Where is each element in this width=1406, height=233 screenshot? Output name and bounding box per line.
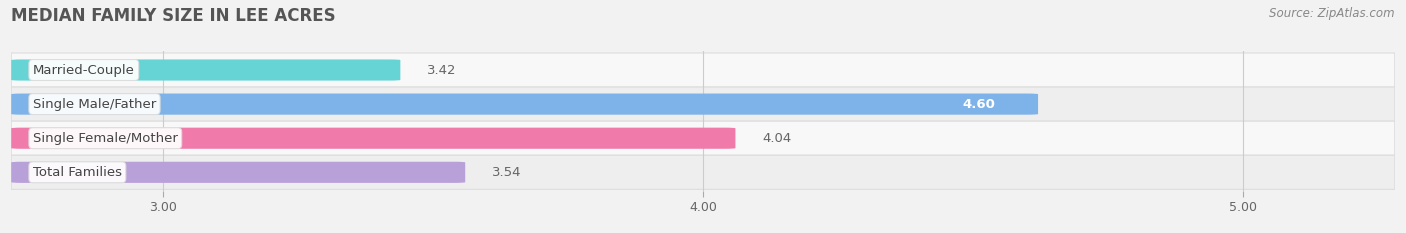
Text: Source: ZipAtlas.com: Source: ZipAtlas.com xyxy=(1270,7,1395,20)
FancyBboxPatch shape xyxy=(11,93,1038,115)
Text: 4.60: 4.60 xyxy=(962,98,995,111)
Text: Total Families: Total Families xyxy=(32,166,122,179)
FancyBboxPatch shape xyxy=(11,121,1395,155)
Text: 4.04: 4.04 xyxy=(762,132,792,145)
FancyBboxPatch shape xyxy=(11,87,1395,121)
Text: Single Female/Mother: Single Female/Mother xyxy=(32,132,177,145)
FancyBboxPatch shape xyxy=(11,128,735,149)
Text: Married-Couple: Married-Couple xyxy=(32,64,135,76)
FancyBboxPatch shape xyxy=(11,162,465,183)
FancyBboxPatch shape xyxy=(11,155,1395,189)
Text: 3.42: 3.42 xyxy=(427,64,457,76)
Text: MEDIAN FAMILY SIZE IN LEE ACRES: MEDIAN FAMILY SIZE IN LEE ACRES xyxy=(11,7,336,25)
Text: 3.54: 3.54 xyxy=(492,166,522,179)
FancyBboxPatch shape xyxy=(11,59,401,81)
FancyBboxPatch shape xyxy=(11,53,1395,87)
Text: Single Male/Father: Single Male/Father xyxy=(32,98,156,111)
